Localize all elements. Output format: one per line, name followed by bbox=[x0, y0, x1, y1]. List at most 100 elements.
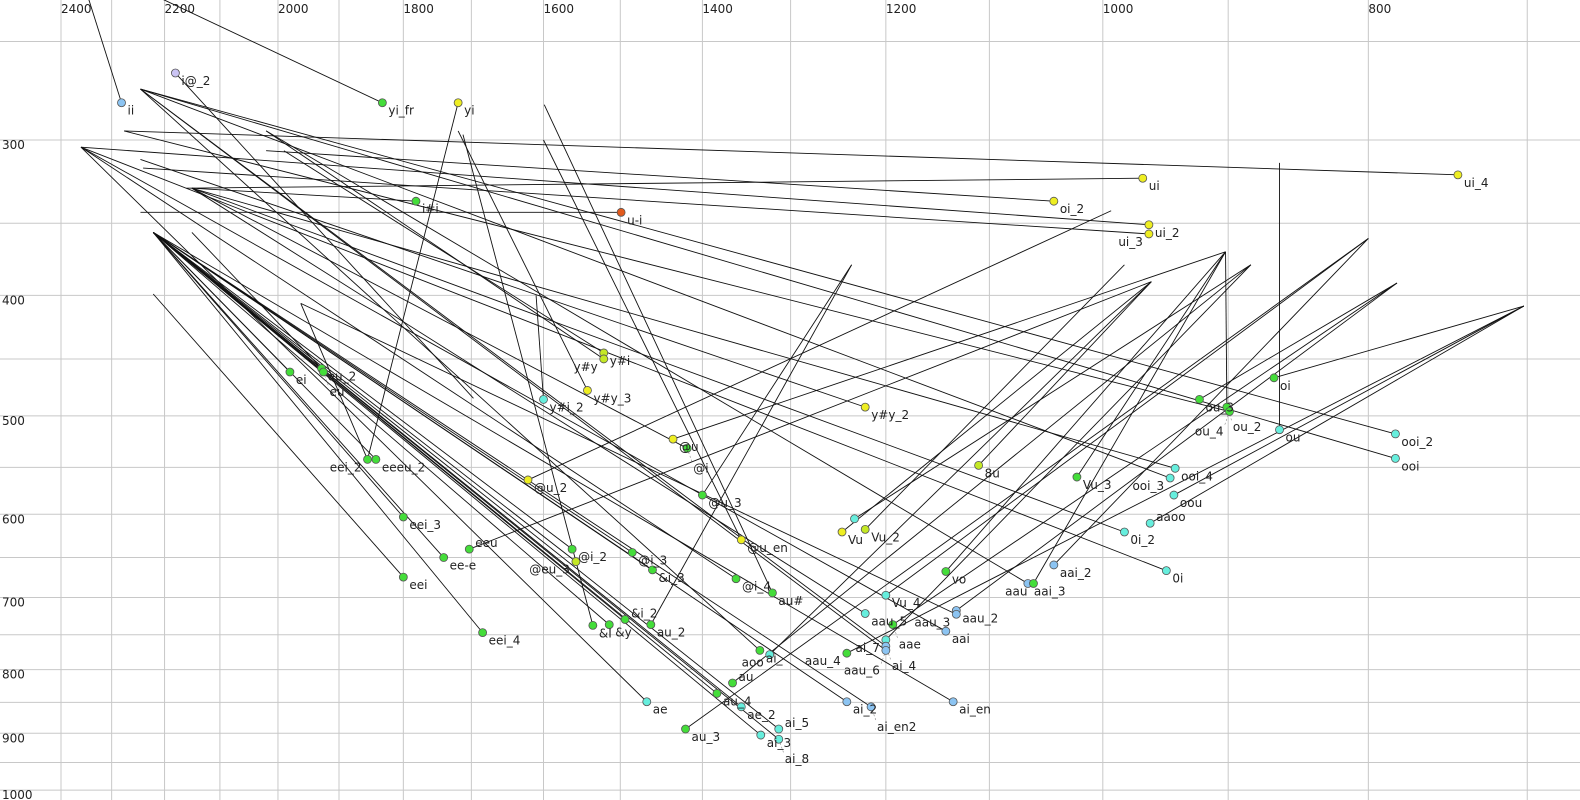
label-leader-line bbox=[1226, 407, 1233, 422]
point-label: aau_6 bbox=[844, 663, 880, 677]
data-point bbox=[453, 98, 463, 108]
trajectory-line bbox=[163, 0, 383, 104]
point-label: au_4 bbox=[723, 694, 752, 708]
point-label: ui_4 bbox=[1464, 176, 1489, 190]
trajectory-line bbox=[191, 187, 1176, 469]
trajectory-line bbox=[191, 187, 688, 449]
point-label: &y bbox=[615, 626, 631, 640]
point-label: u-i bbox=[627, 213, 642, 227]
data-point bbox=[850, 514, 859, 524]
label-leader-line bbox=[870, 706, 877, 721]
point-label: yi_fr bbox=[388, 104, 414, 118]
trajectory-line bbox=[140, 88, 887, 647]
trajectory-line bbox=[266, 150, 1054, 202]
data-point bbox=[648, 565, 657, 575]
point-label: aau bbox=[1005, 584, 1027, 598]
trajectory-line bbox=[140, 88, 1396, 459]
trajectory-line bbox=[140, 88, 1171, 479]
data-point bbox=[668, 434, 678, 444]
data-point bbox=[285, 367, 295, 377]
y-tick-label: 500 bbox=[2, 414, 25, 428]
trajectory-line bbox=[732, 264, 1252, 684]
trajectory-line bbox=[543, 104, 773, 594]
data-point bbox=[567, 544, 577, 554]
point-label: eeeu_2 bbox=[382, 460, 425, 474]
x-tick-label: 1400 bbox=[702, 2, 733, 16]
data-point bbox=[583, 386, 592, 395]
point-label: ui_3 bbox=[1118, 235, 1143, 249]
label-leader-line bbox=[892, 624, 899, 639]
label-leader-line bbox=[1224, 411, 1230, 426]
trajectory-line bbox=[300, 302, 957, 615]
data-point bbox=[698, 490, 707, 500]
data-point bbox=[1275, 425, 1284, 435]
trajectory-line bbox=[80, 146, 1149, 226]
point-label: aae bbox=[899, 638, 921, 652]
y-tick-label: 300 bbox=[2, 138, 25, 152]
trajectory-line bbox=[945, 251, 1226, 572]
point-label: eu bbox=[329, 385, 344, 399]
data-point bbox=[1170, 463, 1180, 473]
data-point bbox=[1049, 560, 1059, 570]
point-label: ui bbox=[1149, 179, 1160, 193]
y-tick-label: 400 bbox=[2, 293, 25, 307]
data-point bbox=[1144, 229, 1154, 239]
data-point bbox=[1049, 196, 1059, 206]
point-label: i@_2 bbox=[181, 74, 210, 88]
data-point bbox=[464, 544, 474, 554]
data-point bbox=[731, 574, 741, 584]
trajectory-line bbox=[80, 146, 947, 632]
point-label: 0i bbox=[1172, 572, 1183, 586]
point-label: i#i bbox=[422, 202, 439, 216]
point-label: aai_2 bbox=[1060, 566, 1092, 580]
point-label: @i bbox=[693, 461, 708, 475]
x-tick-label: 1200 bbox=[886, 2, 917, 16]
trajectory-line bbox=[80, 146, 737, 580]
data-point bbox=[768, 588, 777, 598]
point-label: oi_2 bbox=[1060, 202, 1084, 216]
data-point bbox=[881, 646, 891, 655]
data-point bbox=[1269, 373, 1279, 383]
data-point bbox=[398, 512, 408, 522]
point-label: ae bbox=[653, 703, 668, 717]
data-point bbox=[1165, 473, 1175, 483]
point-label: ui_2 bbox=[1155, 226, 1180, 240]
y-tick-label: 900 bbox=[2, 731, 25, 745]
data-point bbox=[774, 734, 784, 744]
point-label: y#y_2 bbox=[871, 408, 909, 422]
point-label: ai_en2 bbox=[877, 720, 916, 734]
point-label: &I bbox=[599, 626, 612, 640]
data-point bbox=[941, 626, 951, 636]
trajectory-line bbox=[191, 187, 1125, 533]
data-point bbox=[1145, 518, 1155, 528]
point-label: &i_2 bbox=[631, 606, 657, 620]
point-label: ai_2 bbox=[853, 703, 877, 717]
point-label: @i_3 bbox=[638, 554, 667, 568]
trajectory-line bbox=[152, 232, 577, 563]
point-label: ei bbox=[296, 373, 307, 387]
x-tick-label: 1600 bbox=[544, 2, 575, 16]
trajectory-line bbox=[978, 281, 1152, 466]
point-label: ooi_3 bbox=[1132, 479, 1164, 493]
point-label: au_2 bbox=[657, 626, 686, 640]
point-label: au# bbox=[778, 594, 803, 608]
data-point bbox=[1391, 429, 1400, 439]
label-leader-line bbox=[686, 448, 693, 463]
point-label: ai_5 bbox=[785, 716, 809, 730]
data-point bbox=[736, 535, 746, 545]
data-point bbox=[377, 98, 387, 108]
point-label: ou_2 bbox=[1233, 420, 1262, 434]
trajectory-line bbox=[152, 232, 377, 460]
trajectory-line bbox=[175, 72, 474, 399]
point-label: aau_4 bbox=[805, 654, 841, 668]
point-label: yi bbox=[464, 104, 474, 118]
point-label: oou bbox=[1180, 496, 1202, 510]
point-label: Vu_4 bbox=[892, 596, 921, 610]
trajectory-line bbox=[152, 293, 404, 578]
data-points bbox=[117, 68, 1463, 744]
point-label: aoo bbox=[742, 656, 764, 670]
data-point bbox=[1453, 170, 1463, 180]
data-point bbox=[712, 689, 722, 698]
trajectory-line bbox=[152, 232, 610, 625]
data-point bbox=[728, 678, 737, 688]
